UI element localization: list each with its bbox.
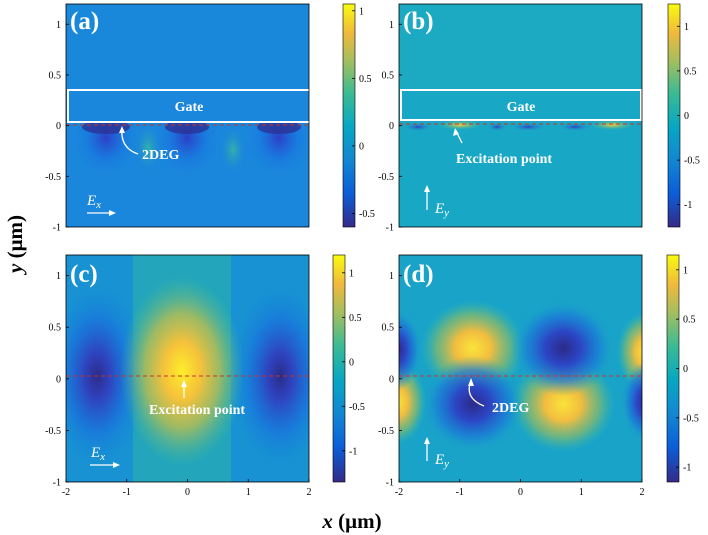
panel-b-colorbar-tick-label: 0.5: [684, 66, 697, 77]
panel-c: (c) Excitation point Ex -1-0.500.51-2 -1 0…: [45, 254, 365, 498]
panel-d-annotation-arrowhead: [468, 378, 474, 386]
panel-d-ytick-label: -0.5: [378, 426, 394, 437]
panel-a-ytick-label: -0.5: [45, 172, 61, 183]
panel-a-annotation-arrowhead: [119, 126, 125, 133]
panel-a-frame: [65, 3, 310, 228]
panel-b-colorbar-ticks: -1 -0.5 0 0.5 1: [677, 22, 700, 211]
panel-c-colorbar-tick-label: 0.5: [349, 313, 362, 324]
panel-a-colorbar-tick-label: 0.5: [359, 74, 372, 85]
panel-b-ytick-label: 0.5: [382, 70, 395, 81]
panel-a-colorbar-tick-label: 1: [359, 6, 364, 17]
panel-d-ytick-label: 0: [389, 374, 394, 385]
panel-b-heatmap: Gate: [399, 4, 642, 227]
panel-c-colorbar-tick-label: -1: [349, 446, 357, 457]
panel-c-colorbar-tick-label: 0: [349, 357, 354, 368]
panel-d-ytick-label: 0.5: [382, 323, 395, 334]
panel-d: (d) 2DEG Ey -1-0.500.51-2 -1 0 1 2 -1-0.500.…: [378, 254, 699, 498]
panel-c-field-arrowhead: [113, 462, 120, 468]
panel-c-colorbar-tick-label: 1: [349, 268, 354, 279]
panel-b-colorbar-tick-label: 0: [684, 111, 689, 122]
panel-b-label: (b): [403, 8, 434, 35]
panel-b-ytick-label: 0: [389, 121, 394, 132]
panel-a-colorbar-ticks: -0.5 0 0.5 1: [352, 6, 375, 220]
panel-b: Gate (b) Excitation point Ey -1 -0.5 0 0.5 1…: [378, 3, 700, 234]
panel-b-field-label: Ey: [434, 201, 449, 219]
panel-d-ytick-label: -1: [386, 478, 394, 489]
panel-b-annotation: Excitation point: [456, 152, 552, 167]
panel-b-annotation-arrowhead: [453, 128, 459, 136]
panel-b-colorbar-tick-label: -0.5: [684, 156, 700, 167]
panel-a-colorbar-tick-label: 0: [359, 141, 364, 152]
panel-a-colorbar: [342, 3, 356, 228]
panel-a: Gate (a) 2DEG Ex -1 -0.5 0 0.5 1 -0.5 0 0.5 1: [45, 3, 375, 234]
panel-a-heatmap: Gate: [66, 4, 309, 227]
panel-b-ytick-label: 1: [389, 20, 394, 31]
panel-b-axes: -1 -0.5 0 0.5 1: [378, 20, 402, 234]
panel-a-label: (a): [70, 8, 99, 35]
panel-c-xtick-label: 1: [246, 487, 251, 498]
panel-c-colorbar-tick-label: -0.5: [349, 402, 365, 413]
panel-c-axes: -1-0.500.51-2 -1 0 1 2: [45, 271, 311, 498]
panel-d-colorbar-tick-label: 0.5: [683, 315, 696, 326]
x-axis-label: x (μm): [321, 509, 381, 533]
panel-d-colorbar-tick-label: 0: [683, 364, 688, 375]
panel-c-ytick-label: -0.5: [45, 426, 61, 437]
panel-b-ytick-label: -1: [386, 223, 394, 234]
panel-c-colorbar-ticks: -1 -0.5 0 0.5 1: [342, 268, 365, 457]
panel-d-annotation: 2DEG: [492, 401, 529, 416]
panel-b-gate-label: Gate: [507, 100, 536, 115]
panel-c-colorbar: [332, 254, 346, 483]
panel-a-colorbar-tick-label: -0.5: [359, 209, 375, 220]
panel-a-gate-label: Gate: [175, 100, 204, 115]
panel-d-xtick-label: -2: [395, 487, 403, 498]
panel-c-xtick-label: -1: [123, 487, 131, 498]
panel-a-field-arrowhead: [109, 210, 116, 216]
panel-c-ytick-label: 0: [56, 374, 61, 385]
panel-d-colorbar-tick-label: 1: [683, 265, 688, 276]
panel-b-colorbar-tick-label: -1: [684, 200, 692, 211]
panel-d-xtick-label: 2: [640, 487, 645, 498]
panel-d-xtick-label: 1: [579, 487, 584, 498]
panel-c-ytick-label: -1: [53, 478, 61, 489]
panel-d-heatmap: [399, 255, 642, 482]
panel-d-xtick-label: -1: [456, 487, 464, 498]
y-axis-label: y (μm): [3, 215, 27, 276]
panel-a-field-label: Ex: [86, 193, 101, 211]
panel-d-axes: -1-0.500.51-2 -1 0 1 2: [378, 271, 644, 498]
panel-c-xtick-label: -2: [62, 487, 70, 498]
panel-d-colorbar-tick-label: -1: [683, 463, 691, 474]
panel-c-annotation: Excitation point: [149, 403, 245, 418]
panel-b-colorbar-tick-label: 1: [684, 22, 689, 33]
panel-c-annotation-arrowhead: [181, 380, 187, 387]
panel-c-field-label: Ex: [90, 445, 105, 463]
panel-c-ytick-label: 1: [56, 271, 61, 282]
panel-d-xtick-label: 0: [518, 487, 523, 498]
panel-a-ytick-label: -1: [53, 223, 61, 234]
panel-d-colorbar-tick-label: -0.5: [683, 413, 699, 424]
panel-b-frame: [398, 3, 643, 228]
panel-d-field-label: Ey: [434, 452, 449, 470]
panel-d-ytick-label: 1: [389, 271, 394, 282]
panel-c-ytick-label: 0.5: [49, 323, 62, 334]
panel-a-ytick-label: 0.5: [49, 70, 62, 81]
panel-b-gate: [400, 89, 642, 121]
panel-d-colorbar-ticks: -1 -0.5 0 0.5 1: [676, 265, 699, 474]
panel-c-xtick-label: 0: [185, 487, 190, 498]
panel-c-heatmap: [66, 255, 309, 482]
panel-d-label: (d): [403, 261, 434, 288]
panel-a-annotation: 2DEG: [142, 148, 179, 163]
panel-b-field-arrowhead: [424, 185, 430, 192]
panel-b-ytick-label: -0.5: [378, 172, 394, 183]
panel-a-ytick-label: 0: [56, 121, 61, 132]
panel-a-axes: -1 -0.5 0 0.5 1: [45, 20, 69, 234]
panel-c-xtick-label: 2: [307, 487, 312, 498]
panel-d-field-arrowhead: [424, 437, 430, 444]
panel-a-ytick-label: 1: [56, 20, 61, 31]
panel-a-gate: [67, 89, 309, 123]
panel-c-label: (c): [70, 261, 98, 288]
